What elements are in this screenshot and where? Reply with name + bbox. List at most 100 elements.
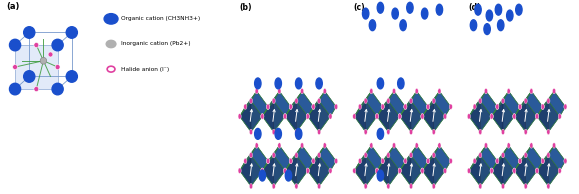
Polygon shape — [434, 146, 451, 171]
Circle shape — [312, 104, 315, 109]
Polygon shape — [296, 155, 308, 186]
Circle shape — [536, 168, 538, 173]
Circle shape — [513, 114, 516, 119]
Circle shape — [564, 158, 567, 164]
Circle shape — [427, 104, 430, 109]
Polygon shape — [262, 91, 280, 116]
Circle shape — [250, 184, 252, 189]
Circle shape — [406, 2, 413, 13]
Circle shape — [301, 143, 303, 148]
Circle shape — [497, 20, 504, 31]
Circle shape — [486, 10, 493, 21]
Circle shape — [432, 129, 435, 135]
Circle shape — [415, 88, 418, 94]
Circle shape — [409, 129, 413, 135]
Circle shape — [558, 168, 561, 173]
Polygon shape — [296, 146, 313, 171]
Polygon shape — [514, 146, 532, 171]
Circle shape — [244, 104, 247, 109]
Polygon shape — [354, 91, 371, 116]
Circle shape — [329, 168, 332, 173]
Circle shape — [272, 129, 275, 135]
Circle shape — [547, 152, 550, 158]
Polygon shape — [274, 101, 285, 132]
Circle shape — [295, 98, 298, 104]
Circle shape — [467, 168, 471, 173]
Polygon shape — [434, 155, 445, 186]
Polygon shape — [492, 91, 509, 116]
Circle shape — [244, 158, 247, 164]
Polygon shape — [285, 91, 302, 116]
Polygon shape — [296, 101, 308, 132]
Circle shape — [317, 184, 321, 189]
Circle shape — [259, 170, 266, 181]
Circle shape — [317, 152, 321, 158]
Circle shape — [479, 98, 482, 104]
Text: Organic cation (CH3NH3+): Organic cation (CH3NH3+) — [121, 16, 200, 21]
Circle shape — [275, 78, 281, 89]
Polygon shape — [240, 91, 256, 116]
Circle shape — [409, 184, 413, 189]
Circle shape — [400, 20, 406, 31]
Circle shape — [358, 104, 361, 109]
Circle shape — [393, 88, 395, 94]
Circle shape — [479, 129, 482, 135]
Polygon shape — [240, 146, 256, 171]
Polygon shape — [481, 155, 492, 186]
Circle shape — [404, 158, 407, 164]
Circle shape — [369, 20, 376, 31]
Circle shape — [541, 158, 544, 164]
Polygon shape — [319, 91, 336, 116]
Polygon shape — [296, 91, 313, 116]
Polygon shape — [548, 101, 560, 132]
Polygon shape — [526, 155, 537, 186]
Polygon shape — [503, 146, 520, 171]
Circle shape — [409, 98, 413, 104]
Circle shape — [285, 170, 292, 181]
Text: (b): (b) — [239, 3, 252, 12]
Circle shape — [501, 184, 504, 189]
Circle shape — [48, 52, 53, 57]
Polygon shape — [377, 91, 394, 116]
Circle shape — [41, 58, 46, 63]
Circle shape — [552, 88, 556, 94]
Circle shape — [530, 88, 533, 94]
Circle shape — [255, 78, 261, 89]
Polygon shape — [319, 155, 331, 186]
Circle shape — [107, 66, 115, 72]
Polygon shape — [262, 155, 274, 186]
Polygon shape — [366, 146, 383, 171]
Circle shape — [473, 158, 476, 164]
Circle shape — [378, 2, 383, 13]
Circle shape — [496, 158, 499, 164]
Polygon shape — [377, 101, 389, 132]
Circle shape — [9, 39, 21, 51]
Circle shape — [378, 78, 383, 89]
Circle shape — [289, 158, 292, 164]
Circle shape — [362, 8, 369, 19]
Circle shape — [104, 14, 118, 24]
Circle shape — [398, 78, 404, 89]
Circle shape — [404, 158, 407, 164]
Circle shape — [387, 152, 390, 158]
Circle shape — [381, 158, 384, 164]
Polygon shape — [481, 101, 492, 132]
Circle shape — [507, 143, 510, 148]
Polygon shape — [514, 101, 526, 132]
Polygon shape — [262, 101, 274, 132]
Circle shape — [13, 65, 17, 70]
Circle shape — [495, 4, 501, 15]
Circle shape — [353, 168, 356, 173]
Circle shape — [564, 104, 567, 109]
Circle shape — [518, 158, 522, 164]
Circle shape — [295, 129, 298, 135]
Circle shape — [375, 114, 379, 119]
Circle shape — [501, 129, 504, 135]
Circle shape — [490, 114, 493, 119]
Polygon shape — [251, 91, 268, 116]
Polygon shape — [377, 155, 389, 186]
Circle shape — [323, 88, 327, 94]
Circle shape — [295, 152, 298, 158]
Polygon shape — [469, 155, 481, 186]
Circle shape — [272, 98, 275, 104]
